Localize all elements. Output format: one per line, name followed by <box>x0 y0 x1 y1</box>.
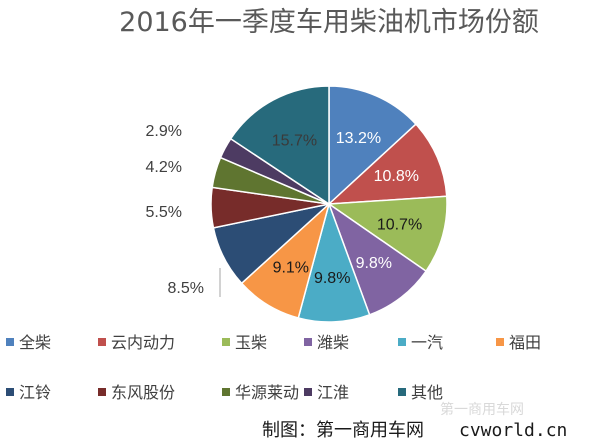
chart-title: 2016年一季度车用柴油机市场份额 <box>119 7 539 38</box>
slice-10-value-label: 2.9% <box>146 123 182 140</box>
legend-item: 江淮 <box>304 383 349 402</box>
slice-1-value-label: 13.2% <box>336 130 381 147</box>
legend-label: 全柴 <box>19 333 51 352</box>
watermark-text: 第一商用车网 <box>440 401 524 418</box>
slice-2-wedge <box>326 123 448 205</box>
legend-label: 云内动力 <box>111 333 175 352</box>
pie-slices <box>210 85 448 323</box>
slice-11-wedge <box>229 85 330 206</box>
slice-3-value-label: 10.7% <box>377 217 422 234</box>
legend-item: 东风股份 <box>98 383 175 402</box>
legend-item: 华源莱动 <box>222 383 299 402</box>
legend-swatch <box>304 388 312 396</box>
slice-3-wedge <box>326 195 448 273</box>
legend-label: 东风股份 <box>111 383 175 402</box>
slice-7-value-label: 8.5% <box>168 280 204 297</box>
slice-labels: 13.2% 10.8% 10.7% 9.8% 9.8% 9.1% 8.5% 5.5% 4.2% 2… <box>146 123 423 297</box>
slice-4-wedge <box>327 202 428 316</box>
slice-1-wedge <box>328 85 417 206</box>
legend-swatch <box>496 338 504 346</box>
legend-item: 一汽 <box>398 333 443 352</box>
legend-swatch <box>398 388 406 396</box>
legend-label: 福田 <box>509 333 541 352</box>
slice-4-value-label: 9.8% <box>356 255 392 272</box>
legend-swatch <box>98 338 106 346</box>
legend-swatch <box>98 388 106 396</box>
legend-item: 云内动力 <box>98 333 175 352</box>
legend-item: 福田 <box>496 333 541 352</box>
slice-11-value-label: 15.7% <box>272 133 317 150</box>
legend-item: 江铃 <box>6 383 51 402</box>
slice-5-value-label: 9.8% <box>314 270 350 287</box>
legend-swatch <box>222 338 230 346</box>
credit-site: cvworld.cn <box>459 420 567 441</box>
legend-label: 其他 <box>411 383 443 402</box>
slice-2-value-label: 10.8% <box>374 168 419 185</box>
slice-5-wedge <box>297 201 371 323</box>
slice-8-value-label: 5.5% <box>146 204 182 221</box>
footer: 第一商用车网 制图：第一商用车网 cvworld.cn <box>262 401 567 441</box>
legend-item: 其他 <box>398 383 443 402</box>
legend-item: 玉柴 <box>222 333 267 352</box>
legend-label: 一汽 <box>411 333 443 352</box>
legend-item: 潍柴 <box>304 333 349 352</box>
credit-label: 制图：第一商用车网 <box>262 420 424 441</box>
legend-swatch <box>6 388 14 396</box>
legend-item: 全柴 <box>6 333 51 352</box>
legend-swatch <box>222 388 230 396</box>
legend-label: 华源莱动 <box>235 383 299 402</box>
legend-swatch <box>398 338 406 346</box>
legend-label: 潍柴 <box>317 333 349 352</box>
legend-swatch <box>6 338 14 346</box>
legend-label: 江淮 <box>317 383 349 402</box>
slice-6-value-label: 9.1% <box>273 259 309 276</box>
legend-label: 江铃 <box>19 383 51 402</box>
legend-label: 玉柴 <box>235 333 267 352</box>
slice-9-value-label: 4.2% <box>146 159 182 176</box>
legend-swatch <box>304 338 312 346</box>
